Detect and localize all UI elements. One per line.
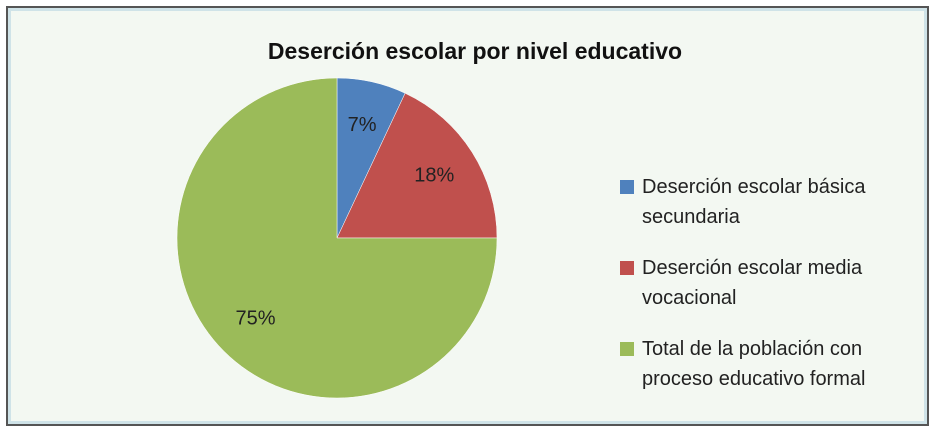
pie-slice: [336, 92, 498, 239]
chart-title: Deserción escolar por nivel educativo: [268, 38, 682, 64]
legend-label: Deserción escolar media vocacional: [642, 257, 863, 309]
legend-label: Total de la población con proceso educat…: [642, 338, 866, 390]
data-label: 7%: [348, 114, 377, 136]
data-label: 75%: [236, 308, 276, 330]
legend-label: Deserción escolar básica secundaria: [642, 176, 866, 228]
legend-swatch: [620, 261, 634, 275]
pie-slice: [176, 77, 498, 399]
legend-swatch: [620, 342, 634, 356]
data-label: 18%: [414, 165, 454, 187]
legend-swatch: [620, 180, 634, 194]
